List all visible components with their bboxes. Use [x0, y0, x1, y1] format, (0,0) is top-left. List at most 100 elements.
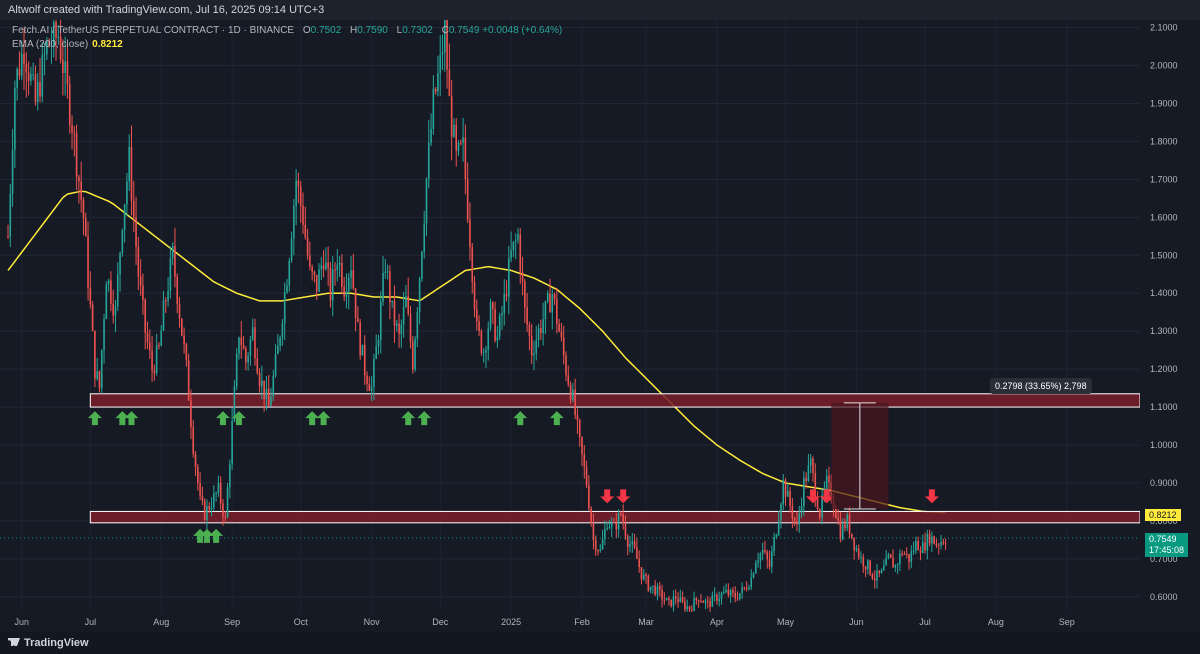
candle-body — [606, 528, 608, 530]
candle-body — [622, 513, 624, 524]
candle-body — [514, 240, 517, 242]
candle-body — [816, 498, 819, 510]
candle-body — [391, 300, 393, 303]
candle-body — [405, 295, 407, 308]
candle-body — [883, 565, 885, 571]
candle-body — [642, 574, 645, 580]
candle-body — [873, 578, 876, 581]
candle-body — [899, 553, 901, 565]
candle-body — [224, 516, 227, 518]
candle-body — [498, 315, 501, 337]
candle-body — [217, 482, 220, 493]
candle-body — [409, 313, 412, 343]
down-arrow-icon — [616, 489, 631, 504]
candle-body — [272, 375, 275, 397]
footer-bar: TradingView — [0, 632, 1200, 654]
candle-body — [720, 593, 723, 599]
candle-body — [293, 205, 295, 239]
y-tick-label: 1.3000 — [1150, 326, 1178, 336]
candle-body — [25, 64, 28, 73]
candle-body — [359, 322, 361, 356]
candle-body — [386, 271, 389, 273]
candle-body — [20, 53, 23, 76]
candle-body — [368, 384, 371, 391]
candle-body — [864, 566, 867, 570]
candle-body — [556, 299, 558, 324]
candle-body — [519, 234, 522, 272]
candle-body — [828, 475, 830, 483]
up-arrow-icon — [199, 528, 214, 543]
candle-body — [343, 286, 345, 297]
ema-indicator-label[interactable]: EMA (200, close) — [12, 39, 89, 50]
candle-body — [345, 291, 348, 297]
candle-body — [533, 353, 535, 356]
candle-body — [286, 285, 288, 293]
candle-body — [27, 72, 30, 82]
candle-body — [803, 477, 805, 507]
candle-body — [585, 467, 588, 486]
candle-body — [281, 323, 284, 338]
candle-body — [187, 360, 190, 401]
candle-body — [462, 137, 464, 143]
candle-body — [116, 274, 119, 307]
candle-body — [912, 550, 915, 552]
candle-body — [418, 278, 421, 313]
candle-body — [64, 61, 66, 74]
candle-body — [624, 523, 627, 537]
symbol-title[interactable]: Fetch.AI / TetherUS PERPETUAL CONTRACT ·… — [12, 25, 295, 36]
up-arrow-icon — [316, 411, 331, 426]
candle-body — [84, 218, 87, 237]
candle-body — [283, 292, 286, 324]
candle-body — [768, 559, 771, 567]
change-value: +0.0048 (+0.64%) — [482, 25, 563, 36]
candle-body — [377, 340, 380, 347]
candle-body — [245, 348, 247, 363]
candle-body — [270, 396, 272, 406]
candle-body — [139, 276, 142, 286]
candle-body — [876, 570, 878, 581]
candle-body — [126, 181, 128, 205]
candle-body — [590, 508, 592, 524]
candle-body — [773, 537, 775, 552]
candle-body — [727, 589, 730, 596]
candle-body — [464, 137, 467, 180]
candle-body — [517, 234, 519, 241]
candle-body — [487, 328, 490, 350]
price-chart[interactable]: 2.1000 2.0000 1.9000 1.8000 1.7000 1.6000 1.50… — [0, 20, 1200, 632]
candle-body — [176, 276, 179, 305]
candle-body — [448, 69, 451, 97]
candle-body — [219, 482, 222, 504]
x-tick-label: Aug — [153, 617, 169, 627]
candle-body — [476, 309, 478, 322]
candle-body — [885, 557, 887, 566]
candle-body — [251, 327, 254, 340]
candle-body — [878, 570, 881, 573]
candle-body — [110, 280, 112, 304]
candle-body — [718, 598, 721, 601]
candle-body — [677, 598, 679, 603]
candle-body — [331, 269, 334, 301]
candle-body — [661, 589, 663, 600]
candle-body — [459, 142, 462, 144]
candle-body — [329, 267, 332, 301]
candle-body — [357, 317, 359, 323]
chart-area[interactable]: 2.1000 2.0000 1.9000 1.8000 1.7000 1.6000 1.50… — [0, 20, 1200, 632]
candle-body — [48, 40, 50, 47]
candle-body — [89, 287, 92, 305]
tradingview-logo[interactable]: TradingView — [8, 637, 89, 649]
candle-body — [558, 323, 560, 332]
candle-body — [73, 132, 76, 134]
candle-body — [560, 331, 563, 338]
candle-body — [732, 590, 734, 593]
candle-body — [354, 288, 357, 318]
header-bar: Altwolf created with TradingView.com, Ju… — [0, 0, 1200, 20]
candle-body — [743, 587, 746, 589]
candle-body — [791, 506, 794, 519]
candle-body — [320, 265, 323, 270]
candle-body — [128, 146, 131, 182]
candle-body — [524, 281, 526, 308]
candle-body — [857, 548, 860, 558]
y-tick-label: 1.9000 — [1150, 98, 1178, 108]
candle-body — [716, 594, 718, 601]
ema-price-tag: 0.8212 — [1145, 509, 1181, 521]
